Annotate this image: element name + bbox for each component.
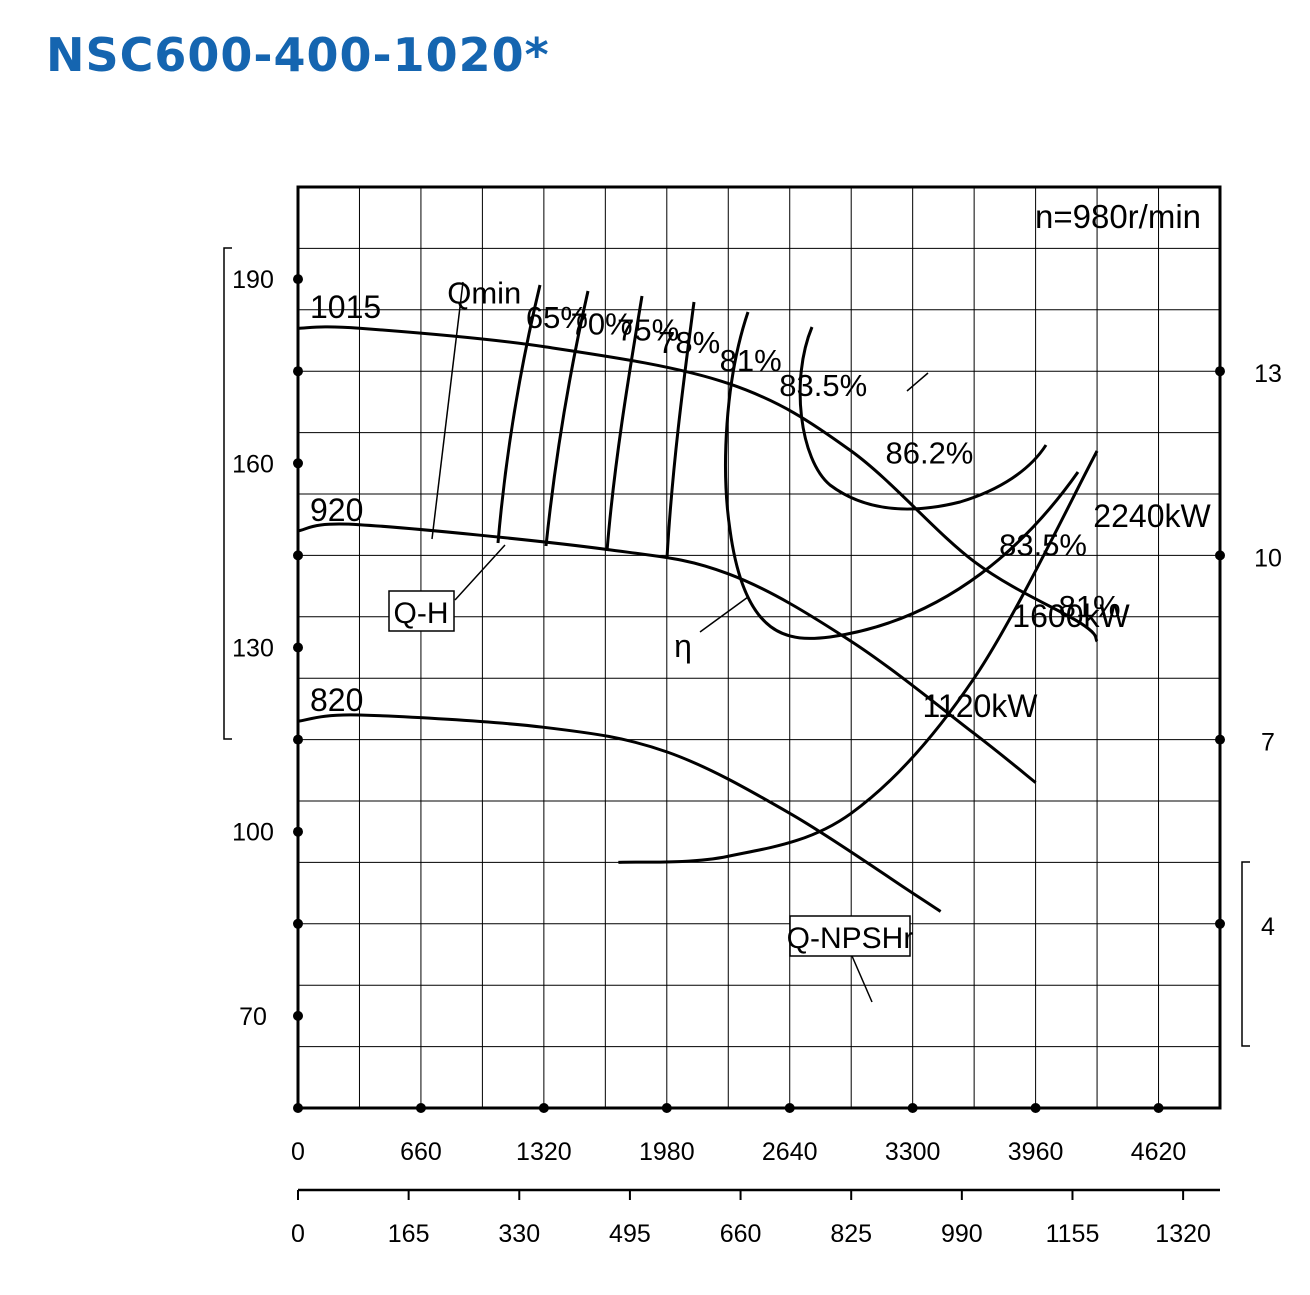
x-tick-label: 2640	[762, 1138, 818, 1166]
npshr-axis-dot	[1215, 366, 1225, 377]
efficiency-label: 83.5%	[999, 527, 1087, 562]
eff-862-leader	[906, 372, 929, 392]
head-axis-dot	[293, 274, 303, 285]
power-label-1600: 1600kW	[1012, 598, 1130, 634]
head-tick-label: 190	[232, 266, 274, 294]
plot-frame	[296, 185, 1222, 1110]
x-axis-dot	[907, 1103, 918, 1113]
head-axis-dot	[293, 642, 303, 653]
x-axis-dot	[293, 1103, 303, 1113]
x-tick-label: 3960	[1008, 1138, 1064, 1166]
efficiency-label: Qmin	[447, 276, 521, 311]
x-axis-dot	[784, 1103, 795, 1113]
impeller-diameter-label: 920	[310, 492, 363, 528]
speed-label: n=980r/min	[1035, 198, 1201, 235]
head-tick-label: 100	[232, 819, 274, 847]
eff-70-line	[544, 290, 590, 547]
impeller-diameter-label: 1015	[310, 289, 381, 325]
power-label-1120: 1120kW	[922, 688, 1038, 724]
x2-tick-label: 0	[291, 1220, 305, 1248]
leader-lines	[454, 372, 929, 1003]
qh-curve-920	[297, 522, 1037, 784]
npshr-axis-bracket	[1241, 861, 1250, 1047]
qh-leader	[454, 544, 506, 601]
efficiency-curves	[431, 281, 1080, 640]
npshr-tick-label: 7	[1261, 729, 1275, 757]
x-tick-label: 0	[291, 1138, 305, 1166]
x2-tick-label: 330	[498, 1220, 540, 1248]
eta-label: η	[674, 628, 692, 664]
npshr-axis-dot	[1215, 918, 1225, 929]
npshr-leader	[851, 955, 873, 1003]
head-axis-bracket	[223, 247, 232, 740]
performance-curves: 1015 920 820	[297, 289, 1099, 913]
head-axis-dot	[293, 458, 303, 469]
npshr-label-box	[789, 915, 911, 957]
x-axis-dot	[415, 1103, 426, 1113]
efficiency-label: 75%	[617, 313, 679, 348]
axis-dots	[293, 274, 1225, 1200]
x-axis-dot	[1030, 1103, 1041, 1113]
left-axis-dot	[293, 734, 303, 745]
x-tick-label: 4620	[1131, 1138, 1187, 1166]
qmin-line	[431, 281, 464, 540]
x2-tick-label: 825	[830, 1220, 872, 1248]
npshr-axis-dot	[1215, 550, 1225, 561]
qh-label-box	[388, 590, 455, 632]
x-tick-label: 1320	[516, 1138, 572, 1166]
qh-label: Q-H	[394, 597, 449, 630]
npshr-axis-dot	[1215, 734, 1225, 745]
x-tick-label: 660	[400, 1138, 442, 1166]
efficiency-label: 83.5%	[779, 368, 867, 403]
npshr-label: Q-NPSHr	[787, 922, 914, 955]
left-axis-dot	[293, 366, 303, 377]
eff-65-line	[496, 284, 542, 544]
chart-grid	[298, 187, 1220, 1108]
efficiency-label: 78%	[658, 325, 720, 360]
npshr-tick-label: 13	[1254, 360, 1282, 388]
x2-tick-label: 660	[720, 1220, 762, 1248]
x2-tick-label: 165	[388, 1220, 430, 1248]
axis-tick-labels: 0 660 1320 1980 2640 3300 3960 4620 0 165 330 495 66…	[232, 266, 1282, 1248]
left-axis-dot	[293, 918, 303, 929]
qh-curve-1015	[297, 325, 1099, 643]
eff-75-line	[605, 295, 644, 552]
qh-curve-820	[297, 713, 942, 913]
npshr-tick-label: 10	[1254, 544, 1282, 572]
head-tick-label: 160	[232, 450, 274, 478]
efficiency-label: 65%	[526, 300, 588, 335]
impeller-diameter-label: 820	[310, 682, 363, 718]
npshr-tick-label: 4	[1261, 913, 1275, 941]
efficiency-label: 81%	[1059, 589, 1121, 624]
x-tick-label: 3300	[885, 1138, 941, 1166]
eff-835-curve	[798, 326, 1048, 511]
head-axis-dot	[293, 826, 303, 837]
eta-leader	[699, 596, 749, 633]
x-tick-label: 1980	[639, 1138, 695, 1166]
head-tick-label: 130	[232, 635, 274, 663]
head-tick-label: 70	[239, 1003, 267, 1031]
power-label-2240: 2240kW	[1093, 498, 1211, 534]
npshr-curve	[618, 450, 1099, 864]
efficiency-label: 70%	[571, 306, 633, 341]
x-axis-dot	[1153, 1103, 1164, 1113]
x-axis-dot	[661, 1103, 672, 1113]
eff-78-line	[665, 301, 696, 559]
eff-81-curve	[724, 311, 1080, 640]
x2-tick-label: 495	[609, 1220, 651, 1248]
left-axis-dot	[293, 550, 303, 561]
head-axis-dot	[293, 1010, 303, 1021]
x2-tick-label: 1155	[1046, 1220, 1100, 1248]
efficiency-label: 86.2%	[885, 435, 973, 470]
page-title: NSC600-400-1020*	[46, 28, 550, 82]
x2-tick-label: 990	[941, 1220, 983, 1248]
efficiency-label: 81%	[720, 343, 782, 378]
x2-tick-label: 1320	[1155, 1220, 1211, 1248]
x-axis-dot	[538, 1103, 549, 1113]
